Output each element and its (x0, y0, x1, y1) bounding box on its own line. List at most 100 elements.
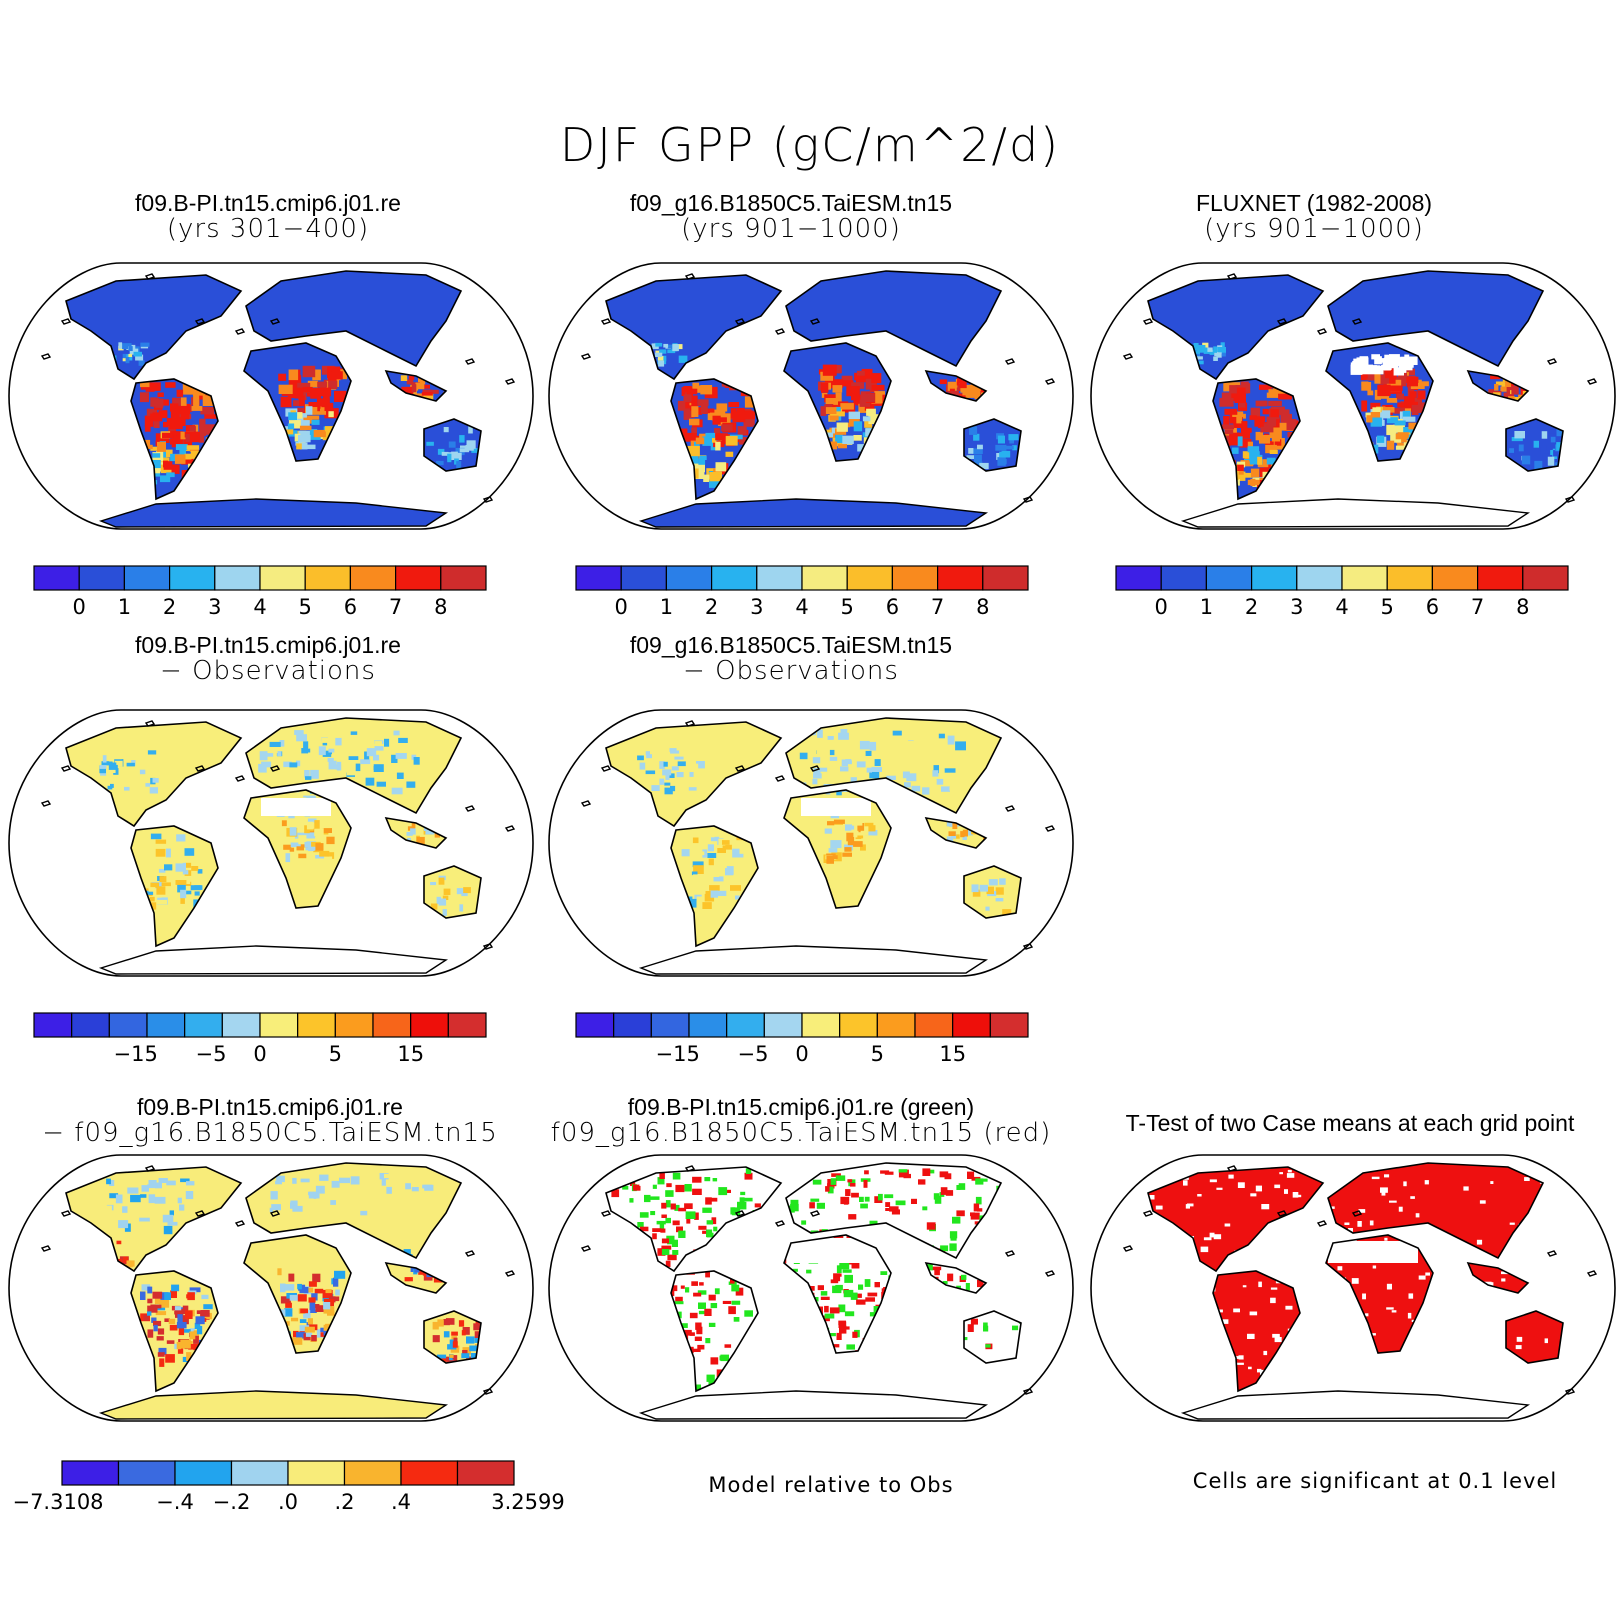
desert-mask (1328, 1241, 1418, 1263)
colorbar-swatch (952, 1012, 991, 1038)
grid-cell (704, 408, 715, 414)
grid-cell (463, 887, 471, 894)
grid-cell (1398, 367, 1407, 373)
grid-cell (1377, 384, 1391, 397)
grid-cell (141, 1284, 151, 1291)
grid-cell (960, 831, 965, 838)
grid-cell (666, 1183, 672, 1188)
grid-cell (167, 1201, 173, 1207)
grid-cell (156, 886, 166, 895)
grid-cell (180, 397, 187, 406)
grid-cell (386, 1186, 392, 1194)
insignificant-cell (1286, 1173, 1295, 1178)
grid-cell (854, 372, 868, 381)
grid-cell (304, 832, 316, 839)
grid-cell (911, 785, 921, 792)
grid-cell (863, 1180, 868, 1188)
panel-title-2: f09_g16.B1850C5.TaiESM.tn15 (yrs 901−100… (531, 190, 1051, 242)
grid-cell (694, 441, 700, 448)
grid-cell (847, 1179, 853, 1183)
grid-cell (441, 451, 449, 456)
grid-cell (133, 351, 142, 357)
grid-cell (697, 1344, 705, 1350)
grid-cell (1269, 449, 1278, 454)
grid-cell (829, 749, 835, 756)
grid-cell (155, 1311, 167, 1316)
coastline-au (963, 1310, 1022, 1364)
map-frame (8, 709, 534, 977)
grid-cell (152, 412, 163, 422)
grid-cell (459, 904, 464, 912)
grid-cell (686, 1218, 691, 1224)
grid-cell (713, 876, 724, 882)
grid-cell (698, 458, 706, 465)
grid-cell (287, 388, 301, 398)
grid-cell (270, 1191, 278, 1200)
grid-cell (1518, 444, 1524, 452)
grid-cell (300, 1178, 310, 1183)
grid-cell (115, 1194, 123, 1204)
grid-cell (911, 1198, 917, 1204)
grid-cell (710, 1357, 719, 1365)
grid-cell (659, 778, 665, 785)
grid-cell (418, 376, 426, 385)
grid-cell (302, 386, 313, 393)
grid-cell (473, 1323, 481, 1331)
grid-cell (866, 408, 876, 416)
grid-cell (106, 1205, 112, 1214)
grid-cell (346, 771, 358, 776)
grid-cell (977, 444, 983, 450)
colorbar-swatch (726, 1012, 765, 1038)
grid-cell (141, 1185, 149, 1192)
grid-cell (827, 821, 835, 826)
grid-cell (947, 1273, 954, 1282)
grid-cell (828, 848, 838, 853)
island-outline (1586, 378, 1598, 385)
grid-cell (889, 1206, 899, 1212)
grid-cell (1374, 373, 1381, 384)
grid-cell (1546, 464, 1556, 468)
grid-cell (1241, 427, 1252, 433)
grid-cell (853, 421, 863, 432)
grid-cell (151, 1317, 157, 1323)
grid-cell (692, 874, 701, 882)
grid-cell (866, 767, 872, 773)
grid-cell (730, 408, 737, 419)
grid-cell (801, 1220, 807, 1225)
grid-cell (308, 1297, 316, 1303)
grid-cell (821, 382, 829, 393)
land-sea (1468, 1263, 1528, 1293)
land-antarctica (1183, 499, 1528, 527)
island-outline (1122, 1245, 1134, 1252)
grid-cell (860, 393, 875, 402)
grid-cell (691, 427, 697, 434)
grid-cell (184, 848, 195, 856)
island-outline (1004, 1250, 1016, 1257)
island-outline (1044, 1270, 1056, 1277)
grid-cell (147, 1286, 153, 1294)
grid-cell (948, 831, 956, 836)
grid-cell (1534, 460, 1543, 470)
grid-cell (644, 766, 652, 771)
grid-cell (155, 769, 162, 778)
grid-cell (148, 1194, 156, 1204)
grid-cell (698, 1225, 707, 1230)
grid-cell (411, 821, 416, 829)
grid-cell (684, 1184, 692, 1192)
grid-cell (837, 761, 846, 770)
grid-cell (288, 1273, 295, 1282)
grid-cell (622, 1186, 629, 1190)
grid-cell (693, 783, 701, 789)
grid-cell (730, 885, 741, 891)
grid-cell (1402, 368, 1415, 376)
grid-cell (708, 1294, 716, 1301)
grid-cell (170, 464, 180, 474)
insignificant-cell (1224, 1223, 1231, 1227)
grid-cell (316, 1197, 325, 1202)
grid-cell (704, 893, 715, 902)
grid-cell (962, 829, 968, 837)
grid-cell (878, 1193, 883, 1201)
grid-cell (322, 433, 330, 441)
island-outline (504, 378, 516, 385)
island-outline (809, 1210, 821, 1217)
